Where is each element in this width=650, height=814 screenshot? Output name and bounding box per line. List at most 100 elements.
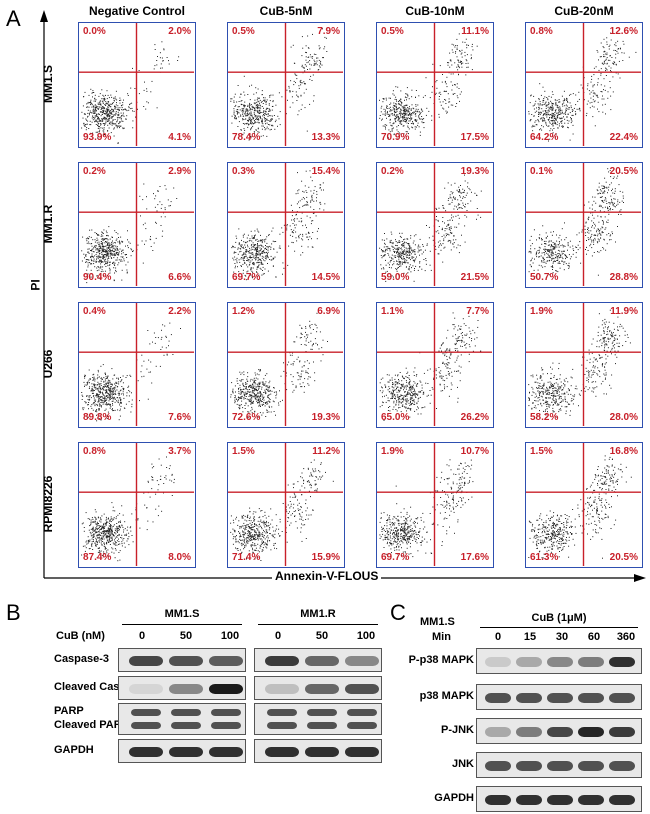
event-dot	[236, 403, 238, 405]
event-dot	[398, 274, 400, 276]
event-dot	[565, 111, 566, 113]
event-dot	[110, 247, 112, 249]
event-dot	[461, 208, 463, 209]
event-dot	[410, 253, 412, 255]
event-dot	[609, 203, 611, 205]
event-dot	[98, 408, 99, 410]
event-dot	[586, 88, 588, 90]
event-dot	[153, 242, 155, 244]
event-dot	[549, 122, 551, 124]
event-dot	[456, 247, 458, 249]
event-dot	[469, 189, 471, 191]
event-dot	[305, 204, 307, 206]
event-dot	[102, 130, 104, 132]
event-dot	[103, 111, 104, 112]
event-dot	[98, 245, 100, 247]
event-dot	[98, 250, 100, 251]
event-dot	[268, 234, 270, 235]
event-dot	[392, 243, 394, 245]
event-dot	[390, 102, 392, 104]
event-dot	[292, 102, 294, 104]
event-dot	[424, 270, 426, 272]
event-dot	[97, 124, 98, 126]
event-dot	[593, 200, 595, 202]
event-dot	[166, 57, 168, 58]
event-dot	[268, 382, 270, 384]
event-dot	[129, 391, 131, 393]
event-dot	[547, 250, 549, 252]
quadrant-lower-right: 28.8%	[609, 272, 638, 283]
event-dot	[127, 93, 129, 95]
quadrant-upper-left: 0.8%	[530, 26, 553, 37]
event-dot	[597, 238, 599, 240]
event-dot	[613, 63, 615, 65]
event-dot	[398, 241, 400, 243]
event-dot	[566, 119, 568, 121]
event-dot	[532, 126, 534, 127]
event-dot	[256, 101, 258, 103]
event-dot	[97, 239, 99, 241]
event-dot	[101, 406, 102, 408]
event-dot	[448, 228, 450, 230]
event-dot	[545, 114, 547, 115]
event-dot	[96, 267, 98, 269]
event-dot	[590, 97, 592, 99]
event-dot	[104, 249, 106, 251]
event-dot	[400, 111, 402, 113]
event-dot	[245, 110, 247, 112]
event-dot	[453, 44, 455, 46]
quadrant-upper-right: 12.6%	[609, 26, 638, 37]
event-dot	[101, 98, 103, 100]
event-dot	[102, 394, 104, 396]
event-dot	[326, 51, 328, 52]
event-dot	[97, 127, 99, 129]
event-dot	[115, 259, 117, 261]
event-dot	[254, 234, 256, 236]
event-dot	[536, 256, 538, 258]
event-dot	[99, 260, 101, 262]
event-dot	[324, 46, 326, 48]
event-dot	[253, 102, 255, 104]
event-dot	[564, 245, 566, 247]
event-dot	[102, 403, 104, 405]
event-dot	[604, 63, 606, 65]
event-dot	[400, 120, 402, 121]
event-dot	[147, 398, 149, 400]
event-dot	[605, 70, 606, 72]
event-dot	[400, 90, 402, 92]
event-dot	[255, 379, 257, 381]
quadrant-lower-right: 22.4%	[609, 132, 638, 143]
event-dot	[277, 115, 279, 117]
event-dot	[105, 374, 106, 375]
event-dot	[127, 386, 129, 388]
event-dot	[247, 120, 249, 122]
event-dot	[97, 369, 99, 371]
event-dot	[533, 95, 535, 97]
event-dot	[548, 110, 550, 112]
event-dot	[97, 234, 99, 236]
event-dot	[319, 187, 321, 188]
event-dot	[552, 254, 554, 256]
event-dot	[544, 96, 546, 98]
event-dot	[97, 371, 99, 373]
event-dot	[596, 50, 598, 51]
event-dot	[254, 396, 256, 398]
event-dot	[301, 36, 303, 38]
event-dot	[548, 118, 550, 120]
event-dot	[122, 104, 124, 106]
event-dot	[256, 249, 258, 251]
event-dot	[102, 400, 104, 402]
event-dot	[316, 193, 318, 195]
event-dot	[289, 91, 291, 93]
event-dot	[264, 260, 266, 262]
event-dot	[98, 396, 100, 397]
event-dot	[384, 243, 386, 245]
event-dot	[448, 227, 450, 229]
event-dot	[104, 104, 106, 106]
event-dot	[408, 269, 410, 271]
event-dot	[89, 379, 91, 380]
x-axis-title: Annexin-V-FLOUS	[272, 569, 382, 583]
event-dot	[88, 128, 90, 129]
event-dot	[262, 398, 263, 400]
event-dot	[451, 214, 453, 216]
